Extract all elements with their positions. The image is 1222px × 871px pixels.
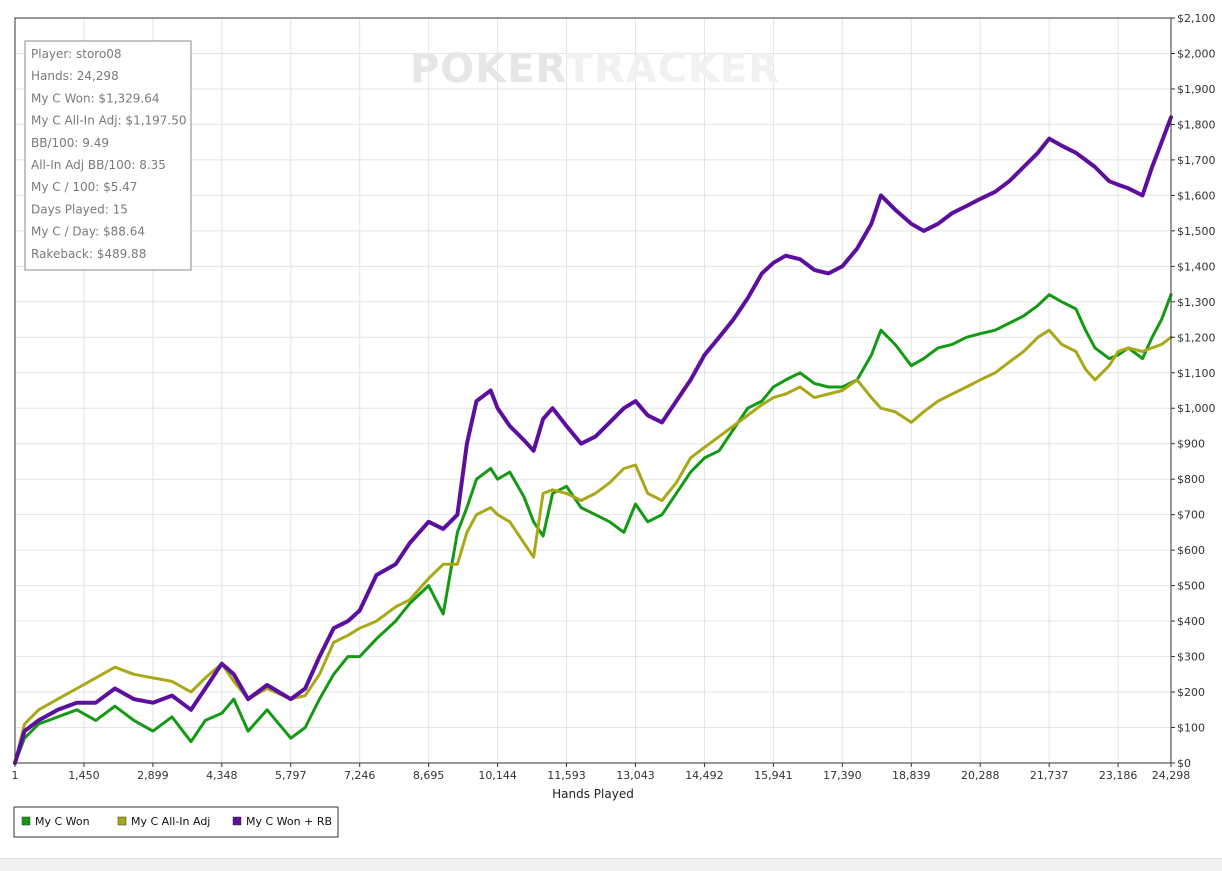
x-tick-label: 23,186 [1099,769,1138,782]
stats-line: BB/100: 9.49 [31,136,109,150]
legend-label: My C All-In Adj [131,815,210,828]
stats-box-frame [24,40,192,271]
x-tick-label: 1 [12,769,19,782]
stats-line: My C / 100: $5.47 [31,180,137,194]
y-tick-label: $1,300 [1177,296,1216,309]
stats-box: Player: storo08 Hands: 24,298 My C Won: $1… [24,40,192,271]
x-tick-label: 4,348 [206,769,238,782]
x-tick-label: 8,695 [413,769,445,782]
watermark-tracker: TRACKER [566,46,781,92]
stats-line: Player: storo08 [31,47,122,61]
x-axis: 1 1,450 2,899 4,348 5,797 7,246 8,695 10,144 11,… [12,763,1191,782]
y-tick-label: $0 [1177,757,1191,770]
x-tick-label: 2,899 [137,769,169,782]
y-tick-label: $600 [1177,544,1205,557]
stats-line: Rakeback: $489.88 [31,247,146,261]
y-tick-label: $1,000 [1177,402,1216,415]
y-tick-label: $1,500 [1177,225,1216,238]
y-tick-label: $1,100 [1177,367,1216,380]
status-strip [0,858,1222,871]
legend-swatch [117,816,127,826]
y-tick-label: $1,900 [1177,83,1216,96]
y-tick-label: $800 [1177,473,1205,486]
watermark-poker: POKER [410,46,566,92]
y-tick-label: $500 [1177,580,1205,593]
x-tick-label: 24,298 [1152,769,1191,782]
x-tick-label: 21,737 [1030,769,1069,782]
series-line-my-c-won [13,293,1173,765]
x-tick-label: 7,246 [344,769,376,782]
watermark-logo: POKERTRACKER [410,46,780,92]
x-tick-label: 5,797 [275,769,307,782]
x-tick-label: 1,450 [68,769,100,782]
stats-line: My C / Day: $88.64 [31,225,145,239]
y-tick-label: $700 [1177,509,1205,522]
legend-swatch [232,816,242,826]
y-tick-label: $900 [1177,438,1205,451]
stats-line: Days Played: 15 [31,202,128,216]
legend-label: My C Won [35,815,90,828]
y-tick-label: $2,100 [1177,12,1216,25]
legend-frame [13,806,339,838]
x-axis-title: Hands Played [552,787,634,801]
y-tick-label: $300 [1177,651,1205,664]
x-tick-label: 10,144 [478,769,517,782]
y-tick-label: $1,200 [1177,331,1216,344]
series-lines [13,115,1173,765]
x-tick-label: 14,492 [685,769,724,782]
x-tick-label: 20,288 [961,769,1000,782]
x-tick-label: 17,390 [823,769,862,782]
y-tick-label: $1,800 [1177,118,1216,131]
plot-frame [14,17,1172,764]
x-tick-label: 13,043 [616,769,655,782]
y-tick-label: $2,000 [1177,47,1216,60]
x-tick-label: 15,941 [754,769,793,782]
legend-label: My C Won + RB [246,815,332,828]
legend: My C Won My C All-In Adj My C Won + RB [13,806,339,838]
series-line-my-c-all-in-adj [13,328,1173,765]
stats-line: All-In Adj BB/100: 8.35 [31,158,166,172]
y-tick-label: $200 [1177,686,1205,699]
stats-line: My C Won: $1,329.64 [31,91,160,105]
y-tick-label: $100 [1177,722,1205,735]
y-tick-label: $400 [1177,615,1205,628]
y-axis: $0 $100 $200 $300 $400 $500 $600 $700 $800 $900 $1… [1171,12,1216,770]
stats-line: My C All-In Adj: $1,197.50 [31,114,187,128]
legend-swatch [21,816,31,826]
x-tick-label: 11,593 [547,769,586,782]
x-tick-label: 18,839 [892,769,931,782]
y-tick-label: $1,700 [1177,154,1216,167]
stats-line: Hands: 24,298 [31,69,119,83]
series-line-my-c-won-rb [13,115,1173,765]
y-tick-label: $1,400 [1177,260,1216,273]
y-tick-label: $1,600 [1177,189,1216,202]
